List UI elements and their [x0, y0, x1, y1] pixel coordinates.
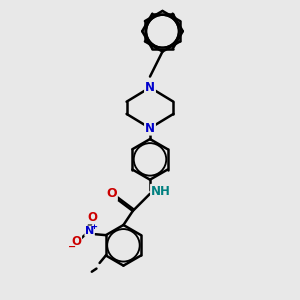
Text: NH: NH	[151, 185, 171, 198]
Text: N: N	[145, 122, 155, 135]
Text: N: N	[85, 226, 94, 236]
Text: −: −	[68, 242, 76, 252]
Text: O: O	[71, 235, 82, 248]
Text: N: N	[145, 81, 155, 94]
Text: +: +	[90, 222, 97, 231]
Text: O: O	[106, 187, 117, 200]
Text: O: O	[87, 211, 97, 224]
